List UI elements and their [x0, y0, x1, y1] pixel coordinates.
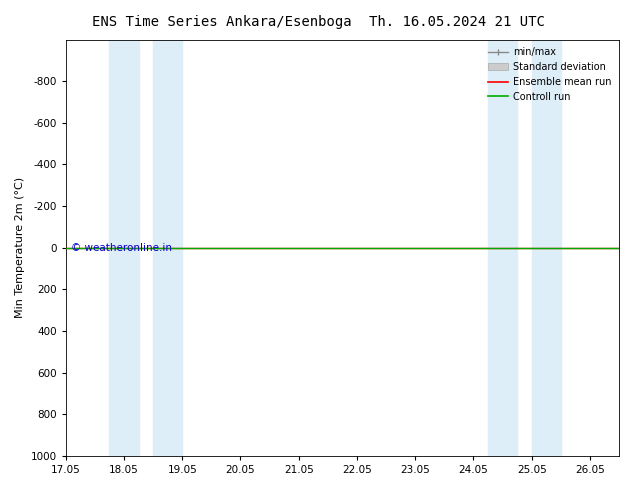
- Bar: [532, 40, 560, 456]
- Bar: [153, 40, 182, 456]
- Text: Th. 16.05.2024 21 UTC: Th. 16.05.2024 21 UTC: [368, 15, 545, 29]
- Bar: [488, 40, 517, 456]
- Y-axis label: Min Temperature 2m (°C): Min Temperature 2m (°C): [15, 177, 25, 318]
- Legend: min/max, Standard deviation, Ensemble mean run, Controll run: min/max, Standard deviation, Ensemble me…: [486, 45, 614, 105]
- Text: ENS Time Series Ankara/Esenboga: ENS Time Series Ankara/Esenboga: [92, 15, 352, 29]
- Bar: [110, 40, 138, 456]
- Text: © weatheronline.in: © weatheronline.in: [71, 243, 172, 253]
